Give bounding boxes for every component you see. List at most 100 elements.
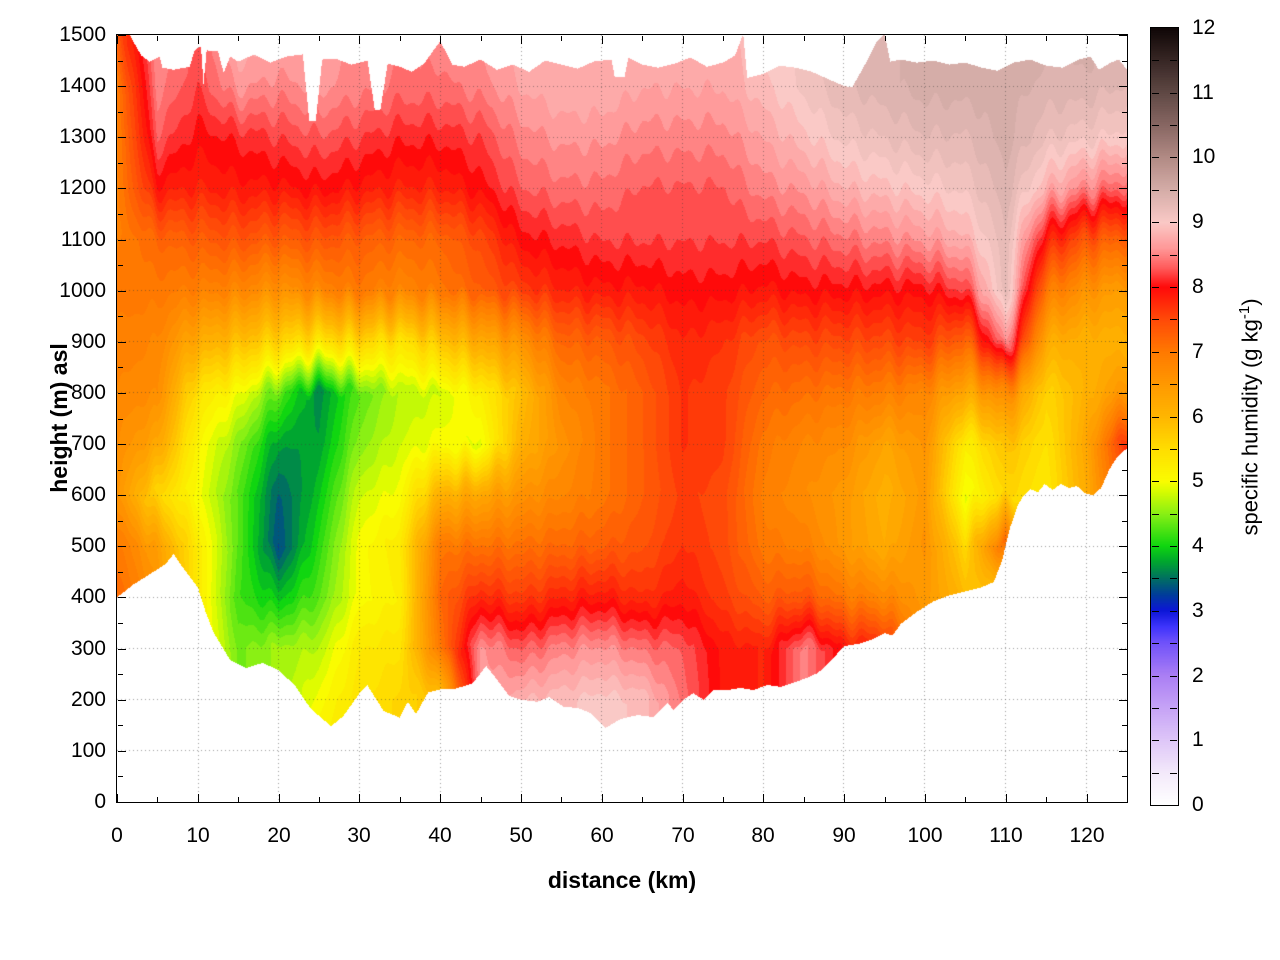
y-minor-tick	[118, 623, 123, 624]
plot-frame	[116, 34, 1128, 803]
y-major-tick-right	[1119, 700, 1127, 701]
y-minor-tick	[118, 112, 123, 113]
colorbar-tick-label: 1	[1192, 728, 1204, 751]
y-minor-tick-right	[1122, 521, 1127, 522]
y-minor-tick	[118, 776, 123, 777]
y-minor-tick	[118, 470, 123, 471]
y-minor-tick	[118, 61, 123, 62]
y-minor-tick-right	[1122, 674, 1127, 675]
colorbar-dash-left	[1152, 740, 1159, 741]
y-major-tick-right	[1119, 342, 1127, 343]
y-major-tick-right	[1119, 35, 1127, 36]
x-major-tick-top	[117, 36, 118, 44]
colorbar-dash-left	[1152, 643, 1159, 644]
y-major-tick	[118, 649, 126, 650]
y-major-tick	[118, 495, 126, 496]
y-minor-tick	[118, 521, 123, 522]
x-tick-label: 20	[267, 824, 291, 847]
colorbar-dash-left	[1152, 611, 1159, 612]
y-minor-tick	[118, 367, 123, 368]
colorbar-dash-right	[1170, 352, 1177, 353]
x-tick-label: 110	[989, 824, 1023, 847]
colorbar-dash-left	[1152, 417, 1159, 418]
y-tick-label: 200	[70, 688, 106, 711]
y-major-tick	[118, 291, 126, 292]
x-major-tick-top	[602, 36, 603, 44]
y-tick-label: 300	[70, 637, 106, 660]
y-major-tick-right	[1119, 751, 1127, 752]
colorbar-dash-right	[1170, 676, 1177, 677]
colorbar-dash-right	[1170, 255, 1177, 256]
y-minor-tick-right	[1122, 419, 1127, 420]
x-minor-tick-top	[481, 36, 482, 41]
colorbar-dash-left	[1152, 546, 1159, 547]
y-tick-label: 1100	[60, 228, 106, 251]
y-minor-tick	[118, 419, 123, 420]
y-minor-tick-right	[1122, 572, 1127, 573]
x-tick-label: 60	[590, 824, 614, 847]
y-major-tick-right	[1119, 291, 1127, 292]
x-minor-tick-top	[400, 36, 401, 41]
x-major-tick	[925, 794, 926, 802]
x-major-tick-top	[440, 36, 441, 44]
x-major-tick-top	[683, 36, 684, 44]
colorbar-dash-left	[1152, 125, 1159, 126]
y-major-tick	[118, 35, 126, 36]
colorbar-dash-left	[1152, 384, 1159, 385]
colorbar-tick-label: 6	[1192, 405, 1204, 428]
y-minor-tick-right	[1122, 316, 1127, 317]
y-tick-label: 1400	[59, 74, 106, 97]
y-minor-tick-right	[1122, 265, 1127, 266]
x-minor-tick	[561, 797, 562, 802]
x-minor-tick	[885, 797, 886, 802]
colorbar-dash-right	[1170, 643, 1177, 644]
colorbar-dash-right	[1170, 287, 1177, 288]
x-tick-label: 80	[751, 824, 775, 847]
colorbar-title-text: specific humidity (g kg	[1237, 319, 1263, 536]
x-minor-tick	[804, 797, 805, 802]
colorbar-dash-left	[1152, 222, 1159, 223]
colorbar-dash-left	[1152, 60, 1159, 61]
x-major-tick	[359, 794, 360, 802]
y-major-tick	[118, 546, 126, 547]
colorbar-tick-label: 5	[1192, 469, 1204, 492]
x-minor-tick-top	[642, 36, 643, 41]
x-tick-label: 30	[347, 824, 371, 847]
y-minor-tick-right	[1122, 623, 1127, 624]
x-tick-label: 70	[671, 824, 695, 847]
colorbar-dash-left	[1152, 676, 1159, 677]
y-tick-label: 600	[70, 483, 106, 506]
colorbar-tick-label: 0	[1192, 793, 1204, 816]
y-major-tick	[118, 188, 126, 189]
colorbar-dash-right	[1170, 93, 1177, 94]
y-minor-tick	[118, 725, 123, 726]
x-minor-tick	[157, 797, 158, 802]
x-major-tick	[1006, 794, 1007, 802]
y-minor-tick	[118, 316, 123, 317]
x-major-tick-top	[844, 36, 845, 44]
x-tick-label: 0	[111, 824, 123, 847]
x-minor-tick	[400, 797, 401, 802]
y-major-tick-right	[1119, 597, 1127, 598]
x-major-tick-top	[1006, 36, 1007, 44]
x-minor-tick	[642, 797, 643, 802]
colorbar-dash-left	[1152, 93, 1159, 94]
x-tick-label: 100	[907, 824, 943, 847]
colorbar-dash-right	[1170, 481, 1177, 482]
colorbar-dash-right	[1170, 578, 1177, 579]
x-major-tick	[1087, 794, 1088, 802]
colorbar-dash-right	[1170, 190, 1177, 191]
x-minor-tick-top	[965, 36, 966, 41]
y-tick-label: 100	[70, 739, 106, 762]
colorbar-dash-right	[1170, 60, 1177, 61]
y-major-tick	[118, 86, 126, 87]
y-major-tick	[118, 444, 126, 445]
x-major-tick	[763, 794, 764, 802]
x-major-tick	[844, 794, 845, 802]
y-major-tick	[118, 342, 126, 343]
x-tick-label: 10	[186, 824, 210, 847]
contour-field-canvas	[117, 35, 1127, 802]
y-major-tick	[118, 802, 126, 803]
x-major-tick-top	[1087, 36, 1088, 44]
y-minor-tick	[118, 674, 123, 675]
